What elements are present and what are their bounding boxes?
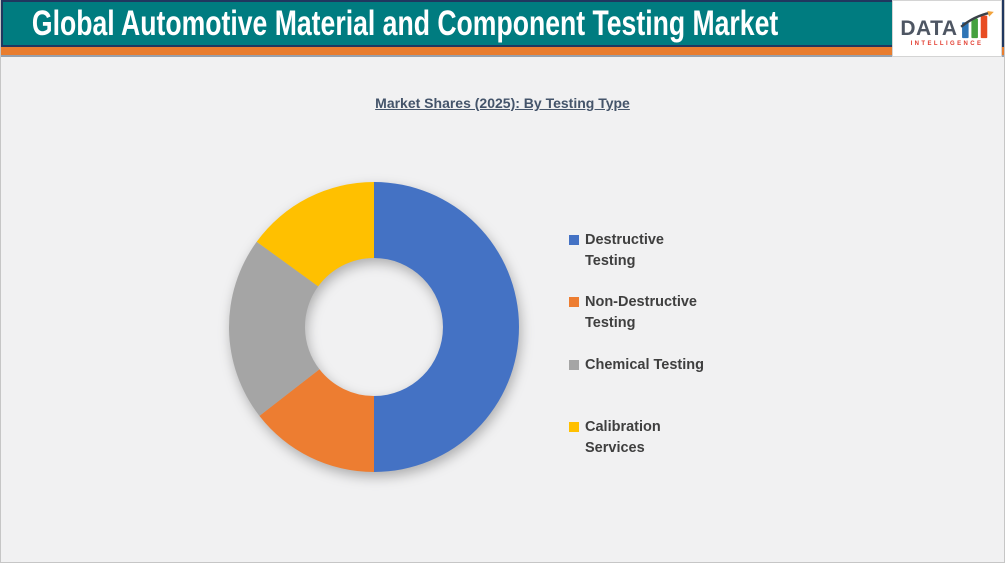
- header-banner: Global Automotive Material and Component…: [1, 0, 1004, 45]
- legend-item-chemical-testing: Chemical Testing: [569, 355, 715, 376]
- donut-chart: [229, 182, 519, 472]
- bar-chart-growth-icon: [959, 10, 994, 38]
- logo-brand-text: DATA: [900, 16, 958, 40]
- legend-label: Calibration Services: [585, 419, 661, 456]
- donut-slice-3: [256, 182, 374, 287]
- brand-logo: DATA INTELLIGENCE: [892, 0, 1002, 57]
- legend-swatch-icon: [569, 422, 579, 432]
- donut-slice-0: [374, 182, 519, 472]
- donut-slice-1: [259, 369, 374, 472]
- legend-label: Destructive Testing: [585, 232, 664, 269]
- legend-item-non-destructive-testing: Non-Destructive Testing: [569, 292, 715, 334]
- legend-item-calibration-services: Calibration Services: [569, 417, 715, 459]
- legend-swatch-icon: [569, 360, 579, 370]
- legend-label: Non-Destructive Testing: [585, 294, 697, 331]
- chart-legend: Destructive Testing Non-Destructive Test…: [569, 230, 739, 480]
- page-title: Global Automotive Material and Component…: [31, 3, 779, 43]
- donut-slice-2: [229, 241, 320, 416]
- legend-item-destructive-testing: Destructive Testing: [569, 230, 715, 272]
- chart-title: Market Shares (2025): By Testing Type: [375, 95, 630, 111]
- legend-swatch-icon: [569, 235, 579, 245]
- header-accent-stripe: [1, 45, 1004, 57]
- legend-swatch-icon: [569, 297, 579, 307]
- legend-label: Chemical Testing: [585, 357, 704, 373]
- logo-row: DATA: [900, 10, 994, 40]
- logo-tagline-text: INTELLIGENCE: [910, 40, 984, 47]
- chart-title-wrap: Market Shares (2025): By Testing Type: [1, 95, 1004, 113]
